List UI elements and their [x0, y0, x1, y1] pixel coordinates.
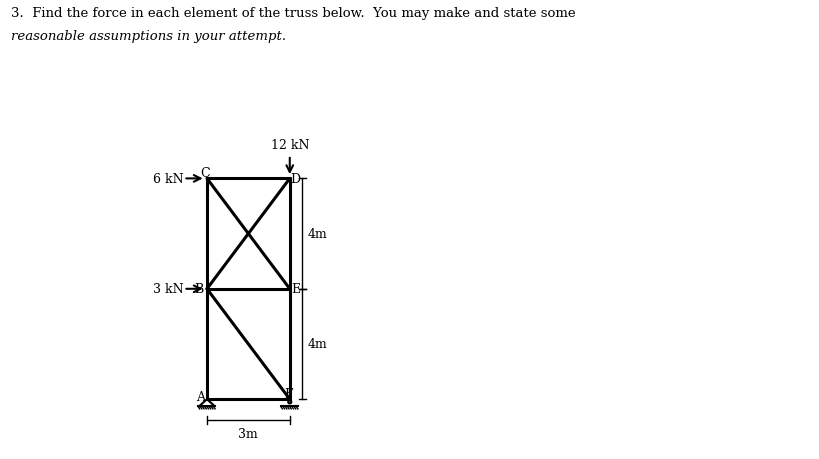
Text: 12 kN: 12 kN [270, 139, 309, 151]
Text: 4m: 4m [308, 338, 328, 351]
Text: 3 kN: 3 kN [153, 283, 183, 296]
Text: 3m: 3m [238, 427, 258, 440]
Text: 3.  Find the force in each element of the truss below.  You may make and state s: 3. Find the force in each element of the… [11, 7, 575, 20]
Text: C: C [200, 167, 210, 179]
Text: F: F [284, 387, 292, 400]
Text: E: E [292, 283, 301, 296]
Text: 6 kN: 6 kN [153, 173, 183, 185]
Text: reasonable assumptions in your attempt.: reasonable assumptions in your attempt. [11, 30, 286, 43]
Text: A: A [197, 390, 206, 403]
Text: D: D [291, 173, 301, 185]
Text: 4m: 4m [308, 228, 328, 241]
Text: B: B [195, 283, 204, 296]
